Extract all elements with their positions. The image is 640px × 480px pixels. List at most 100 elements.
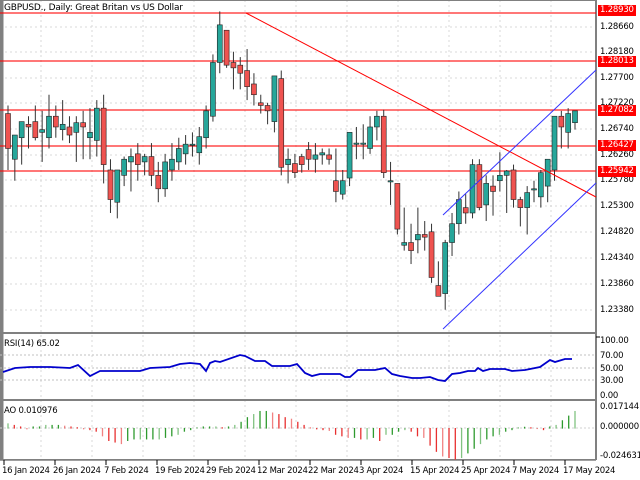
plot-frame	[0, 0, 597, 460]
bear-candle	[305, 149, 312, 160]
level-label: 1.26427	[598, 140, 636, 151]
bull-candle	[73, 122, 80, 133]
bear-candle	[251, 83, 257, 96]
bull-candle	[271, 75, 278, 122]
bull-candle	[415, 234, 421, 241]
rsi-tick: 0.00	[600, 391, 619, 401]
date-label: 22 Mar 2024	[308, 466, 359, 476]
bear-candle	[155, 175, 162, 190]
bull-candle	[162, 161, 168, 190]
bull-candle	[121, 158, 127, 176]
date-label: 25 Apr 2024	[461, 466, 511, 476]
price-tick: 1.23380	[600, 305, 634, 315]
bear-candle	[134, 153, 141, 165]
bear-candle	[428, 231, 435, 278]
date-label: 16 Jan 2024	[2, 466, 50, 476]
channel-lower-line	[442, 182, 597, 330]
bull-candle	[196, 136, 203, 154]
bear-candle	[257, 102, 264, 106]
date-label: 7 Feb 2024	[104, 466, 149, 476]
bear-candle	[333, 180, 339, 192]
bull-candle	[216, 24, 223, 63]
date-label: 7 May 2024	[512, 466, 560, 476]
level-label: 1.28013	[598, 56, 636, 67]
rsi-tick: 30.00	[600, 376, 624, 386]
bull-candle	[59, 123, 66, 130]
price-tick: 1.24820	[600, 227, 634, 237]
bear-candle	[380, 115, 387, 173]
date-label: 15 Apr 2024	[410, 466, 460, 476]
price-tick: 1.25780	[600, 175, 634, 185]
bull-candle	[551, 115, 558, 171]
bear-candle	[264, 105, 271, 112]
date-label: 3 Apr 2024	[359, 466, 404, 476]
price-tick: 1.25300	[600, 201, 634, 211]
date-label: 17 May 2024	[563, 466, 616, 476]
bear-candle	[100, 107, 107, 165]
bull-candle	[456, 199, 462, 225]
bull-candle	[367, 126, 373, 149]
bear-candle	[517, 199, 524, 208]
price-tick: 1.24340	[600, 253, 634, 263]
bear-candle	[148, 156, 155, 176]
price-tick: 1.28660	[600, 22, 634, 32]
bull-candle	[503, 170, 510, 176]
bear-candle	[278, 78, 285, 168]
bull-candle	[346, 132, 353, 179]
bear-candle	[490, 185, 496, 192]
ao-label: AO 0.010976	[4, 406, 58, 416]
bear-candle	[462, 207, 469, 214]
bull-candle	[353, 142, 360, 145]
bull-candle	[203, 110, 209, 139]
price-tick: 1.28180	[600, 47, 634, 57]
bull-candle	[497, 175, 503, 182]
price-tick: 1.23860	[600, 279, 634, 289]
bear-candle	[5, 113, 11, 149]
price-tick: 1.27700	[600, 73, 634, 83]
bull-candle	[565, 113, 571, 133]
bull-candle	[12, 134, 18, 160]
bear-candle	[298, 156, 305, 165]
date-label: 26 Jan 2024	[53, 466, 101, 476]
bear-candle	[435, 285, 442, 297]
level-label: 1.25942	[598, 166, 636, 177]
bull-candle	[189, 143, 196, 146]
ao-tick: 0.000000	[600, 422, 639, 432]
bull-candle	[531, 188, 537, 191]
rsi-tick: 50.00	[600, 364, 624, 374]
bull-candle	[483, 183, 489, 206]
bear-candle	[32, 121, 39, 139]
bull-candle	[312, 154, 319, 160]
bull-candle	[87, 132, 93, 139]
bear-candle	[510, 169, 517, 200]
bear-candle	[53, 115, 59, 128]
bull-candle	[141, 156, 148, 163]
bull-candle	[572, 110, 578, 123]
date-label: 29 Feb 2024	[206, 466, 256, 476]
bull-candle	[94, 107, 100, 141]
bull-candle	[285, 158, 291, 165]
bull-candle	[449, 223, 455, 243]
price-tick: 1.27220	[600, 98, 634, 108]
bear-candle	[25, 123, 32, 128]
bear-candle	[408, 242, 414, 251]
bear-candle	[80, 122, 86, 128]
bear-candle	[476, 164, 483, 208]
bear-candle	[107, 169, 114, 200]
bull-candle	[401, 242, 408, 246]
rsi-tick: 70.00	[600, 351, 624, 361]
level-label: 1.27082	[598, 105, 636, 116]
channel-upper-line	[442, 69, 597, 216]
bear-candle	[421, 234, 428, 238]
bear-candle	[394, 183, 401, 230]
bull-candle	[442, 242, 449, 294]
bull-candle	[128, 156, 134, 163]
bear-candle	[237, 64, 244, 74]
bull-candle	[387, 180, 394, 183]
bull-candle	[18, 121, 25, 139]
price-tick: 1.26740	[600, 124, 634, 134]
level-label: 1.28930	[598, 5, 636, 16]
resistance-trendline	[245, 12, 597, 198]
bear-candle	[244, 70, 250, 87]
